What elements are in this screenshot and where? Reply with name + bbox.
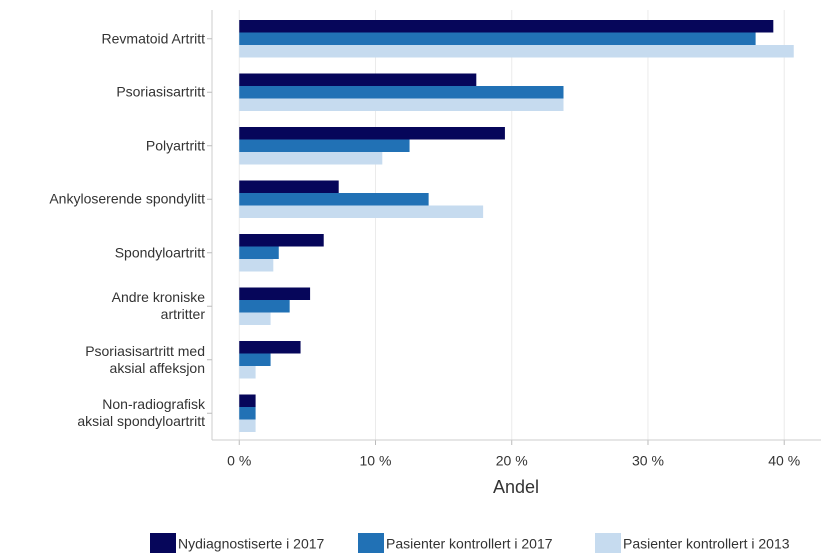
bar bbox=[239, 193, 429, 206]
bar bbox=[239, 341, 301, 354]
y-tick-label: Polyartritt bbox=[145, 137, 205, 154]
y-tick-label: Revmatoid Artritt bbox=[101, 30, 205, 47]
bar bbox=[239, 127, 505, 140]
bar bbox=[239, 287, 311, 300]
bar bbox=[239, 407, 256, 420]
x-tick-label: 10 % bbox=[360, 453, 392, 469]
bar bbox=[239, 73, 477, 86]
legend-swatch bbox=[595, 533, 621, 553]
x-axis-title: Andel bbox=[493, 477, 539, 497]
bar bbox=[239, 86, 564, 99]
x-tick-label: 20 % bbox=[496, 453, 528, 469]
x-tick-label: 0 % bbox=[227, 453, 251, 469]
bar bbox=[239, 152, 383, 165]
y-tick-label: Spondyloartritt bbox=[114, 244, 205, 261]
legend-swatch bbox=[150, 533, 176, 553]
bar bbox=[239, 32, 756, 45]
bar bbox=[239, 419, 256, 432]
bar bbox=[239, 366, 256, 379]
x-tick-label: 40 % bbox=[768, 453, 800, 469]
legend-label: Nydiagnostiserte i 2017 bbox=[178, 536, 325, 552]
y-tick-label: Andre kroniske artritter bbox=[111, 289, 205, 323]
y-tick-label: Ankyloserende spondylitt bbox=[49, 190, 205, 207]
bar bbox=[239, 20, 774, 33]
bar bbox=[239, 394, 256, 407]
bar bbox=[239, 246, 279, 259]
y-tick-label: Psoriasisartritt med aksial affeksjon bbox=[85, 342, 205, 376]
legend-swatch bbox=[358, 533, 384, 553]
bar bbox=[239, 98, 564, 111]
y-tick-label: Psoriasisartritt bbox=[116, 83, 205, 100]
bar bbox=[239, 234, 324, 247]
bar bbox=[239, 45, 794, 58]
bar bbox=[239, 312, 271, 325]
bar bbox=[239, 180, 339, 193]
bar bbox=[239, 353, 271, 366]
bar bbox=[239, 139, 410, 152]
x-tick-label: 30 % bbox=[632, 453, 664, 469]
legend-label: Pasienter kontrollert i 2013 bbox=[623, 536, 790, 552]
legend-label: Pasienter kontrollert i 2017 bbox=[386, 536, 553, 552]
bar bbox=[239, 205, 484, 218]
bar bbox=[239, 259, 274, 272]
bar bbox=[239, 300, 290, 313]
y-tick-label: Non-radiografisk aksial spondyloartritt bbox=[77, 396, 205, 430]
